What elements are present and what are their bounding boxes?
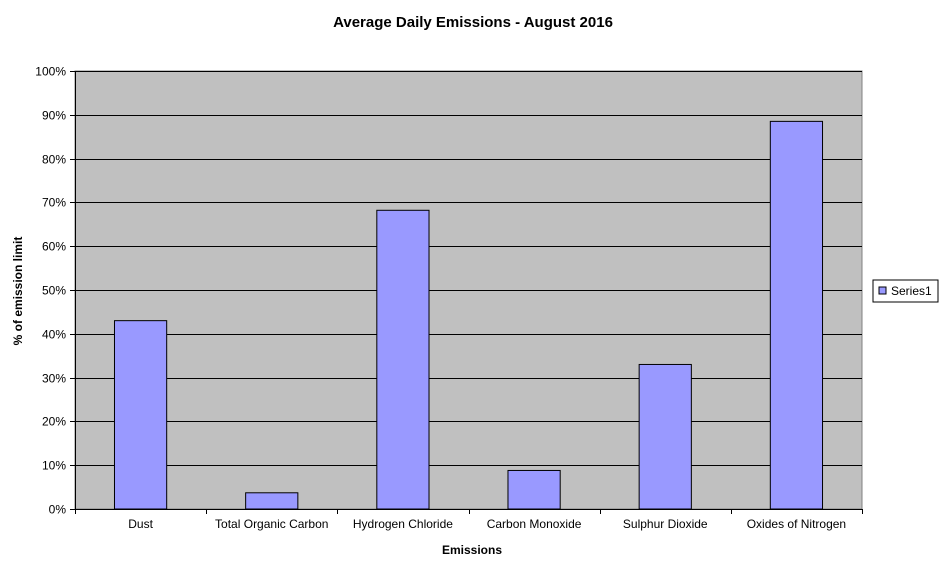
y-tick-label: 40%	[42, 328, 66, 342]
bar	[638, 363, 692, 510]
legend-swatch	[878, 286, 887, 295]
bar	[507, 469, 561, 510]
x-axis-title: Emissions	[442, 543, 502, 557]
y-tick-label: 70%	[42, 196, 66, 210]
bar	[769, 120, 824, 510]
y-tick-label: 90%	[42, 109, 66, 123]
bar	[245, 492, 299, 510]
bar	[113, 320, 168, 510]
y-tick-label: 30%	[42, 372, 66, 386]
x-tick-label: Hydrogen Chloride	[353, 517, 453, 531]
legend-label: Series1	[891, 284, 932, 298]
y-tick-label: 10%	[42, 459, 66, 473]
x-tick-label: Sulphur Dioxide	[623, 517, 708, 531]
x-tick-label: Oxides of Nitrogen	[747, 517, 846, 531]
legend: Series1	[872, 279, 939, 303]
legend-box	[872, 279, 939, 303]
y-tick-label: 60%	[42, 240, 66, 254]
chart-title: Average Daily Emissions - August 2016	[333, 14, 613, 31]
y-tick-label: 0%	[49, 503, 67, 517]
x-tick-label: Carbon Monoxide	[487, 517, 582, 531]
x-tick-label: Total Organic Carbon	[215, 517, 328, 531]
y-tick-label: 100%	[35, 65, 66, 79]
y-axis-title: % of emission limit	[11, 237, 25, 346]
y-tick-label: 50%	[42, 284, 66, 298]
bar	[376, 209, 430, 510]
y-tick-label: 20%	[42, 415, 66, 429]
y-tick-label: 80%	[42, 153, 66, 167]
x-tick-label: Dust	[128, 517, 153, 531]
